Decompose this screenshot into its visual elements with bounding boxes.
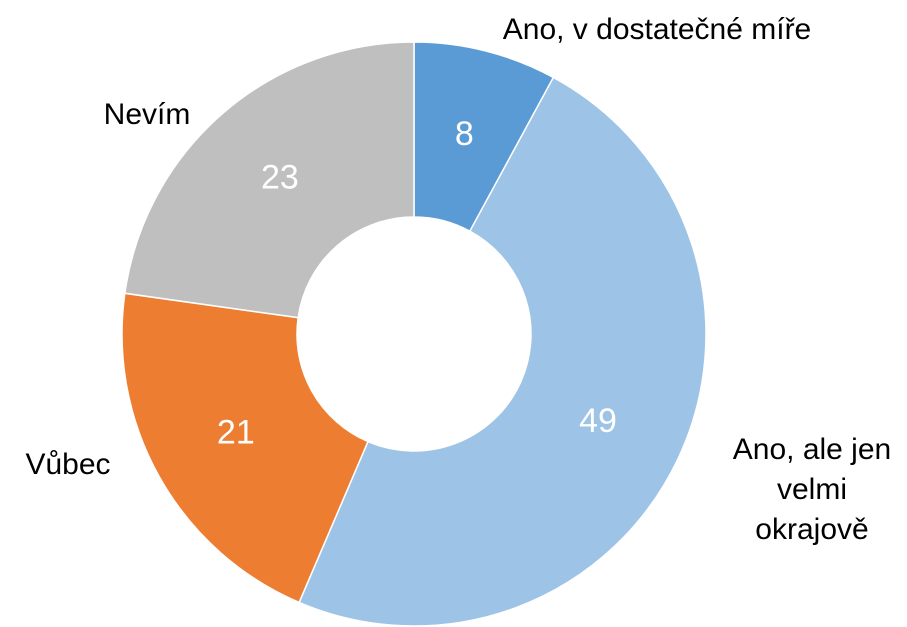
data-label: 49 [579,402,617,440]
category-label: Ano, v dostatečné míře [502,13,812,46]
donut-slice [124,41,415,319]
data-label: 23 [261,159,299,197]
category-label: Vůbec [25,448,111,481]
data-label: 8 [455,115,474,153]
category-label: Ano, ale jen velmi okrajově [732,433,892,546]
donut-slice [298,76,707,627]
category-label: Nevím [103,98,191,131]
data-label: 21 [217,413,255,451]
donut-slice [121,292,369,604]
